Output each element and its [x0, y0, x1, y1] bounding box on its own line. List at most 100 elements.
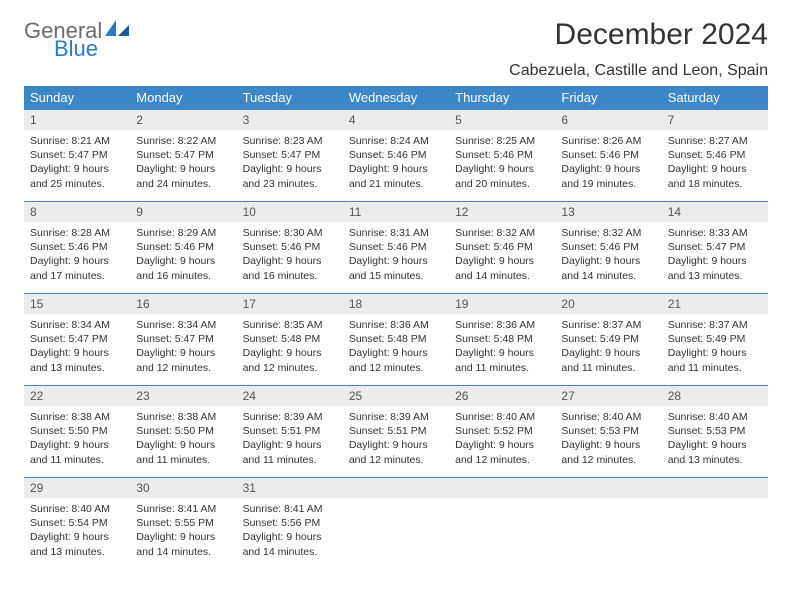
calendar-table: SundayMondayTuesdayWednesdayThursdayFrid… — [24, 86, 768, 570]
day-cell: 7Sunrise: 8:27 AMSunset: 5:46 PMDaylight… — [662, 110, 768, 202]
day-number: 30 — [130, 478, 236, 498]
daylight-line: Daylight: 9 hours and 12 minutes. — [455, 438, 549, 466]
day-text: Sunrise: 8:36 AMSunset: 5:48 PMDaylight:… — [449, 314, 555, 381]
day-text: Sunrise: 8:40 AMSunset: 5:54 PMDaylight:… — [24, 498, 130, 565]
sunrise-line: Sunrise: 8:40 AM — [668, 410, 762, 424]
day-number: 14 — [662, 202, 768, 222]
sunrise-line: Sunrise: 8:39 AM — [243, 410, 337, 424]
sunset-line: Sunset: 5:46 PM — [455, 148, 549, 162]
daylight-line: Daylight: 9 hours and 21 minutes. — [349, 162, 443, 190]
sunrise-line: Sunrise: 8:30 AM — [243, 226, 337, 240]
month-title: December 2024 — [509, 18, 768, 52]
sunrise-line: Sunrise: 8:37 AM — [561, 318, 655, 332]
day-text: Sunrise: 8:32 AMSunset: 5:46 PMDaylight:… — [555, 222, 661, 289]
day-cell: 19Sunrise: 8:36 AMSunset: 5:48 PMDayligh… — [449, 294, 555, 386]
day-cell: 30Sunrise: 8:41 AMSunset: 5:55 PMDayligh… — [130, 478, 236, 570]
sunset-line: Sunset: 5:46 PM — [561, 240, 655, 254]
day-cell: 22Sunrise: 8:38 AMSunset: 5:50 PMDayligh… — [24, 386, 130, 478]
day-number: 8 — [24, 202, 130, 222]
sunrise-line: Sunrise: 8:39 AM — [349, 410, 443, 424]
location: Cabezuela, Castille and Leon, Spain — [509, 62, 768, 80]
day-number: 29 — [24, 478, 130, 498]
day-text: Sunrise: 8:39 AMSunset: 5:51 PMDaylight:… — [343, 406, 449, 473]
sunrise-line: Sunrise: 8:36 AM — [455, 318, 549, 332]
daylight-line: Daylight: 9 hours and 24 minutes. — [136, 162, 230, 190]
sunset-line: Sunset: 5:49 PM — [668, 332, 762, 346]
day-text: Sunrise: 8:24 AMSunset: 5:46 PMDaylight:… — [343, 130, 449, 197]
daylight-line: Daylight: 9 hours and 13 minutes. — [668, 254, 762, 282]
sunset-line: Sunset: 5:51 PM — [349, 424, 443, 438]
week-row: 22Sunrise: 8:38 AMSunset: 5:50 PMDayligh… — [24, 386, 768, 478]
daylight-line: Daylight: 9 hours and 14 minutes. — [136, 530, 230, 558]
day-number: 22 — [24, 386, 130, 406]
day-text: Sunrise: 8:37 AMSunset: 5:49 PMDaylight:… — [555, 314, 661, 381]
day-header: Saturday — [662, 86, 768, 110]
day-cell: 25Sunrise: 8:39 AMSunset: 5:51 PMDayligh… — [343, 386, 449, 478]
day-text: Sunrise: 8:25 AMSunset: 5:46 PMDaylight:… — [449, 130, 555, 197]
daylight-line: Daylight: 9 hours and 19 minutes. — [561, 162, 655, 190]
day-number: 25 — [343, 386, 449, 406]
sunrise-line: Sunrise: 8:21 AM — [30, 134, 124, 148]
sunrise-line: Sunrise: 8:41 AM — [243, 502, 337, 516]
day-cell: 29Sunrise: 8:40 AMSunset: 5:54 PMDayligh… — [24, 478, 130, 570]
daylight-line: Daylight: 9 hours and 11 minutes. — [243, 438, 337, 466]
day-cell: 28Sunrise: 8:40 AMSunset: 5:53 PMDayligh… — [662, 386, 768, 478]
day-text: Sunrise: 8:40 AMSunset: 5:53 PMDaylight:… — [662, 406, 768, 473]
sunset-line: Sunset: 5:50 PM — [30, 424, 124, 438]
sunrise-line: Sunrise: 8:26 AM — [561, 134, 655, 148]
day-number: 31 — [237, 478, 343, 498]
daylight-line: Daylight: 9 hours and 11 minutes. — [136, 438, 230, 466]
day-cell — [662, 478, 768, 570]
day-text: Sunrise: 8:29 AMSunset: 5:46 PMDaylight:… — [130, 222, 236, 289]
logo: General Blue — [24, 18, 131, 60]
day-number: 11 — [343, 202, 449, 222]
sunset-line: Sunset: 5:50 PM — [136, 424, 230, 438]
day-cell — [343, 478, 449, 570]
day-number: 23 — [130, 386, 236, 406]
sunset-line: Sunset: 5:53 PM — [668, 424, 762, 438]
day-number: 3 — [237, 110, 343, 130]
daylight-line: Daylight: 9 hours and 25 minutes. — [30, 162, 124, 190]
daylight-line: Daylight: 9 hours and 16 minutes. — [243, 254, 337, 282]
day-text: Sunrise: 8:30 AMSunset: 5:46 PMDaylight:… — [237, 222, 343, 289]
day-text: Sunrise: 8:26 AMSunset: 5:46 PMDaylight:… — [555, 130, 661, 197]
day-number: 21 — [662, 294, 768, 314]
day-number: 12 — [449, 202, 555, 222]
day-header: Monday — [130, 86, 236, 110]
sunrise-line: Sunrise: 8:25 AM — [455, 134, 549, 148]
day-cell: 23Sunrise: 8:38 AMSunset: 5:50 PMDayligh… — [130, 386, 236, 478]
day-number: 2 — [130, 110, 236, 130]
daylight-line: Daylight: 9 hours and 11 minutes. — [30, 438, 124, 466]
day-header: Tuesday — [237, 86, 343, 110]
sunset-line: Sunset: 5:46 PM — [243, 240, 337, 254]
daylight-line: Daylight: 9 hours and 13 minutes. — [30, 530, 124, 558]
day-number: 16 — [130, 294, 236, 314]
sunrise-line: Sunrise: 8:33 AM — [668, 226, 762, 240]
day-text: Sunrise: 8:40 AMSunset: 5:52 PMDaylight:… — [449, 406, 555, 473]
daylight-line: Daylight: 9 hours and 12 minutes. — [561, 438, 655, 466]
header: General Blue December 2024 Cabezuela, Ca… — [24, 18, 768, 80]
week-row: 8Sunrise: 8:28 AMSunset: 5:46 PMDaylight… — [24, 202, 768, 294]
day-text: Sunrise: 8:33 AMSunset: 5:47 PMDaylight:… — [662, 222, 768, 289]
day-number: 6 — [555, 110, 661, 130]
day-text: Sunrise: 8:27 AMSunset: 5:46 PMDaylight:… — [662, 130, 768, 197]
day-text: Sunrise: 8:35 AMSunset: 5:48 PMDaylight:… — [237, 314, 343, 381]
sunset-line: Sunset: 5:53 PM — [561, 424, 655, 438]
day-text: Sunrise: 8:22 AMSunset: 5:47 PMDaylight:… — [130, 130, 236, 197]
sunrise-line: Sunrise: 8:32 AM — [561, 226, 655, 240]
sunset-line: Sunset: 5:46 PM — [668, 148, 762, 162]
day-cell: 12Sunrise: 8:32 AMSunset: 5:46 PMDayligh… — [449, 202, 555, 294]
sunset-line: Sunset: 5:47 PM — [136, 148, 230, 162]
day-text: Sunrise: 8:34 AMSunset: 5:47 PMDaylight:… — [24, 314, 130, 381]
day-number: 19 — [449, 294, 555, 314]
daylight-line: Daylight: 9 hours and 12 minutes. — [243, 346, 337, 374]
day-cell: 14Sunrise: 8:33 AMSunset: 5:47 PMDayligh… — [662, 202, 768, 294]
sunset-line: Sunset: 5:47 PM — [668, 240, 762, 254]
day-number: 10 — [237, 202, 343, 222]
day-cell: 3Sunrise: 8:23 AMSunset: 5:47 PMDaylight… — [237, 110, 343, 202]
day-text: Sunrise: 8:21 AMSunset: 5:47 PMDaylight:… — [24, 130, 130, 197]
sunrise-line: Sunrise: 8:41 AM — [136, 502, 230, 516]
day-text: Sunrise: 8:39 AMSunset: 5:51 PMDaylight:… — [237, 406, 343, 473]
day-number-empty — [343, 478, 449, 498]
day-cell — [555, 478, 661, 570]
